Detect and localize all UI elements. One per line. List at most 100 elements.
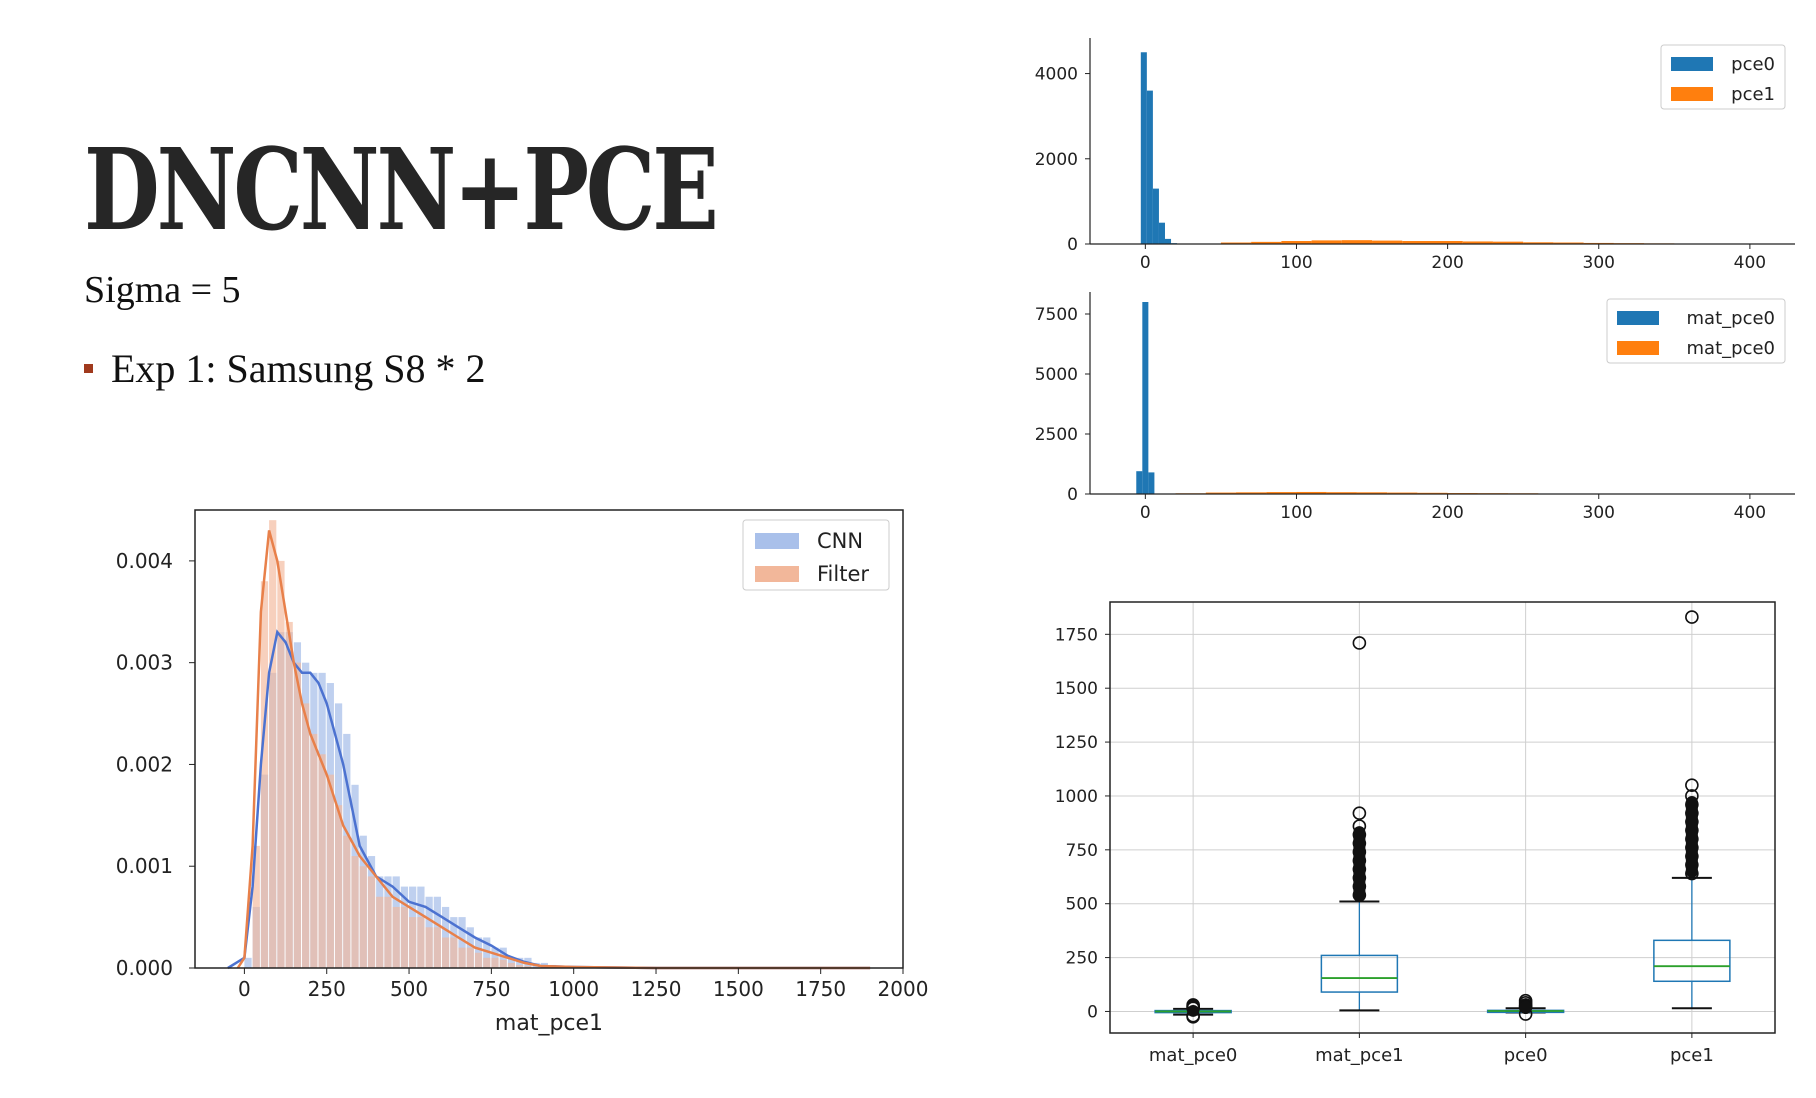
hist-mat-pce-y-tick-label: 5000 [1035, 365, 1078, 385]
hist-bar-cnn [499, 947, 507, 968]
hist-mat-pce-bar-1 [1326, 492, 1357, 494]
x-tick-label: 0 [238, 977, 251, 1001]
legend-box [742, 519, 890, 591]
x-tick-label: 2000 [878, 977, 929, 1001]
box-outlier [1186, 1000, 1200, 1014]
box-outlier-band [1187, 1004, 1200, 1017]
box-y-tick-label: 250 [1066, 949, 1098, 969]
hist-bar-filter [252, 845, 260, 968]
hist-bar-filter [277, 560, 285, 968]
hist-bar-cnn [359, 835, 367, 968]
kde-line-filter [236, 530, 871, 970]
hist-bar-cnn [277, 632, 285, 968]
hist-bar-cnn [252, 906, 260, 968]
hist-bar-filter [326, 774, 334, 968]
hist-bar-filter [433, 927, 441, 968]
hist-bar-filter [491, 957, 499, 968]
hist-mat-pce-bar-0 [1142, 302, 1149, 494]
bullet-text: Exp 1: Samsung S8 * 2 [111, 346, 486, 391]
hist-pce-legend-label: pce0 [1731, 54, 1775, 75]
box-iqr [1320, 954, 1399, 993]
hist-bar-cnn [376, 876, 384, 968]
box-outlier-band [1187, 1006, 1200, 1009]
hist-mat-pce-bar-1 [1356, 492, 1388, 494]
hist-mat-pce-legend-label: mat_pce0 [1687, 338, 1775, 359]
hist-bar-cnn [466, 927, 474, 968]
hist-bar-cnn [244, 957, 252, 968]
hist-bar-filter [400, 906, 409, 968]
hist-bar-filter [466, 947, 474, 968]
hist-mat-pce-bar-1 [1296, 491, 1327, 494]
hist-bar-filter [458, 947, 466, 968]
hist-pce-bar-1 [1553, 242, 1584, 244]
box-outlier [1352, 636, 1367, 650]
plot-frame [194, 509, 904, 969]
hist-bar-filter [260, 581, 269, 968]
hist-bar-filter [343, 835, 351, 968]
hist-pce-bar-1 [1402, 241, 1433, 244]
hist-mat-pce-legend-box [1606, 298, 1786, 364]
y-tick-label: 0.004 [116, 549, 173, 573]
box-y-tick-label: 0 [1087, 1002, 1098, 1022]
hist-bar-cnn [384, 876, 392, 968]
legend-swatch-cnn [755, 533, 799, 549]
hist-bar-cnn [474, 937, 483, 968]
hist-bar-cnn [351, 784, 359, 968]
hist-bar-filter [524, 965, 532, 968]
x-tick-label: 1500 [713, 977, 764, 1001]
y-tick-label: 0.003 [116, 651, 173, 675]
legend-label-cnn: CNN [817, 529, 863, 553]
hist-pce-bar-0 [1164, 238, 1172, 244]
hist-pce-bar-1 [1220, 242, 1252, 244]
legend-label-filter: Filter [817, 562, 869, 586]
hist-mat-pce-x-tick-label: 300 [1583, 503, 1615, 523]
hist-bar-cnn [532, 962, 540, 968]
hist-pce-y-tick-label: 0 [1067, 235, 1078, 255]
x-tick-label: 250 [308, 977, 346, 1001]
box-y-tick-label: 1500 [1055, 679, 1098, 699]
hist-pce-bar-1 [1432, 241, 1463, 244]
box-outlier [1352, 819, 1367, 833]
hist-bar-cnn [302, 662, 310, 968]
box-outlier [1685, 849, 1699, 864]
box-outlier [1685, 610, 1699, 624]
hist-bar-cnn [318, 672, 326, 968]
hist-pce-bar-1 [1523, 242, 1554, 244]
box-outlier [1518, 1000, 1533, 1014]
y-tick-label: 0.002 [116, 752, 173, 776]
hist-bar-cnn [409, 886, 417, 968]
x-tick-label: 750 [472, 977, 510, 1001]
hist-bar-cnn [516, 957, 524, 968]
bullet-square-icon [84, 364, 93, 374]
hist-bar-filter [376, 896, 384, 968]
hist-bar-cnn [425, 896, 433, 968]
hist-mat-pce-bar-1 [1387, 492, 1418, 494]
box-y-tick-label: 1250 [1055, 733, 1098, 753]
box-iqr [1154, 1009, 1232, 1014]
box-outlier [1186, 998, 1200, 1012]
hist-pce-bar-1 [1251, 241, 1282, 244]
hist-pce-legend-swatch [1671, 57, 1713, 71]
hist-pce-bar-1 [1372, 240, 1403, 244]
hist-mat-pce-y-tick-label: 2500 [1035, 425, 1078, 445]
hist-bar-cnn [285, 632, 293, 968]
hist-bar-filter [499, 959, 507, 968]
box-outlier [1685, 858, 1699, 872]
hist-pce-bar-0 [1146, 90, 1153, 244]
hist-bar-filter [384, 896, 392, 968]
hist-bar-cnn [392, 876, 400, 968]
box-outlier [1186, 1001, 1200, 1016]
hist-bar-cnn [343, 733, 351, 968]
hist-mat-pce-legend-label: mat_pce0 [1687, 308, 1775, 329]
hist-bar-cnn [491, 947, 499, 968]
hist-pce-bar-1 [1644, 243, 1675, 244]
hist-pce-y-tick-label: 4000 [1035, 65, 1078, 85]
bullet-item: Exp 1: Samsung S8 * 2 [84, 345, 485, 392]
hist-bar-cnn [458, 917, 466, 968]
box-x-tick-label: pce0 [1504, 1045, 1548, 1066]
hist-bar-cnn [310, 672, 318, 968]
kde-line-cnn [227, 629, 871, 970]
box-y-tick-label: 500 [1066, 895, 1098, 915]
hist-pce-bar-0 [1171, 243, 1178, 244]
hist-mat-pce-x-tick-label: 100 [1280, 503, 1312, 523]
